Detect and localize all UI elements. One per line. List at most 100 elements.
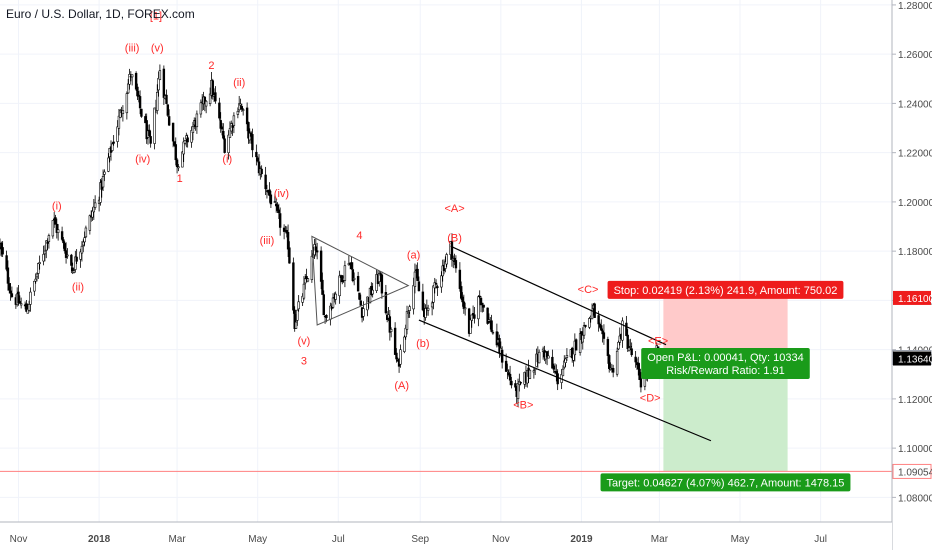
open-pnl-badge[interactable] <box>641 348 810 380</box>
candle <box>173 141 176 147</box>
candle <box>227 130 230 160</box>
candle <box>292 257 295 314</box>
candle <box>33 280 36 296</box>
candle <box>153 107 156 150</box>
candle <box>277 203 281 220</box>
price-tag: 1.16100 <box>893 290 932 305</box>
y-tick-label: 1.20000 <box>898 198 932 209</box>
candle <box>584 324 587 329</box>
candle <box>17 284 20 306</box>
candle <box>537 349 541 364</box>
candle <box>330 303 333 311</box>
wave-label: (ii) <box>72 282 84 294</box>
candle <box>255 144 258 166</box>
candle <box>111 142 114 152</box>
candle <box>25 300 28 312</box>
candle <box>137 91 140 103</box>
drawings[interactable] <box>311 235 712 442</box>
candle <box>214 86 217 104</box>
candle <box>145 113 148 144</box>
candle <box>388 309 392 341</box>
candle <box>436 284 439 297</box>
y-tick-label: 1.10000 <box>898 444 932 455</box>
y-tick-label: 1.28000 <box>898 1 932 12</box>
candle <box>66 248 69 259</box>
candle <box>479 296 483 313</box>
candle <box>329 302 332 326</box>
candle <box>247 121 250 144</box>
candle <box>174 137 177 166</box>
price-axis[interactable]: 1.080001.100001.120001.140001.160001.180… <box>891 0 932 550</box>
y-tick-label: 1.22000 <box>898 149 932 160</box>
risk-reward-text: Risk/Reward Ratio: 1.91 <box>666 365 785 377</box>
candle <box>167 109 171 127</box>
candle <box>136 83 139 101</box>
candle <box>5 250 8 272</box>
candle <box>510 377 513 389</box>
svg-text:1.09054: 1.09054 <box>898 467 932 478</box>
candle <box>407 310 410 318</box>
channel-upper-line[interactable] <box>450 245 667 346</box>
channel-lower-line[interactable] <box>418 319 712 442</box>
chart-title: Euro / U.S. Dollar, 1D, FOREX.com <box>6 7 195 21</box>
candle <box>618 327 621 346</box>
candles <box>0 64 665 407</box>
candle <box>148 124 151 137</box>
price-tag: 1.09054 <box>892 463 932 479</box>
candle <box>88 214 92 235</box>
candle <box>440 271 443 293</box>
candle <box>571 346 574 363</box>
candle <box>445 252 448 268</box>
candle <box>107 153 110 173</box>
wave-label: (i) <box>222 154 232 166</box>
x-tick-label: Jul <box>332 534 345 545</box>
candle <box>528 369 532 380</box>
candle <box>297 295 300 312</box>
candle <box>208 87 212 107</box>
candle <box>56 224 60 241</box>
stop-badge[interactable] <box>607 280 844 299</box>
time-axis[interactable]: Nov 2018 Mar May Jul Sep Nov 2019 Mar May Jul <box>0 521 892 550</box>
candle <box>45 240 48 259</box>
candle <box>42 245 45 266</box>
candle <box>166 103 170 117</box>
candle <box>498 334 501 358</box>
candle <box>83 231 86 247</box>
candle <box>426 304 430 316</box>
y-tick-label: 1.12000 <box>898 395 932 406</box>
candle <box>462 294 466 314</box>
candle <box>302 276 306 301</box>
candle <box>395 348 398 363</box>
candle <box>231 122 234 136</box>
candle <box>319 246 323 290</box>
candle <box>222 123 225 140</box>
target-badge[interactable] <box>600 473 851 492</box>
candle <box>177 164 180 172</box>
x-tick-label: Nov <box>10 534 28 545</box>
candle <box>138 90 142 115</box>
candle <box>403 335 406 354</box>
wave-label: <B> <box>513 400 533 412</box>
candle <box>547 350 550 359</box>
candle <box>433 277 436 294</box>
candle <box>611 364 615 378</box>
position-badges[interactable]: Stop: 0.02419 (2.13%) 241.9, Amount: 750… <box>600 280 851 492</box>
wave-label: (B) <box>447 232 462 244</box>
candle <box>158 64 162 81</box>
candle <box>389 327 393 338</box>
candle <box>393 322 397 355</box>
candle <box>175 157 179 174</box>
candle <box>171 122 175 148</box>
candle <box>165 89 168 105</box>
candle <box>26 303 29 314</box>
candle <box>343 260 347 288</box>
candle <box>454 255 458 273</box>
triangle-pattern[interactable] <box>311 235 410 326</box>
candle <box>582 321 586 339</box>
candle <box>126 79 130 94</box>
candle <box>232 112 236 134</box>
candle <box>334 291 337 305</box>
candle <box>413 263 417 294</box>
candle <box>6 260 10 291</box>
